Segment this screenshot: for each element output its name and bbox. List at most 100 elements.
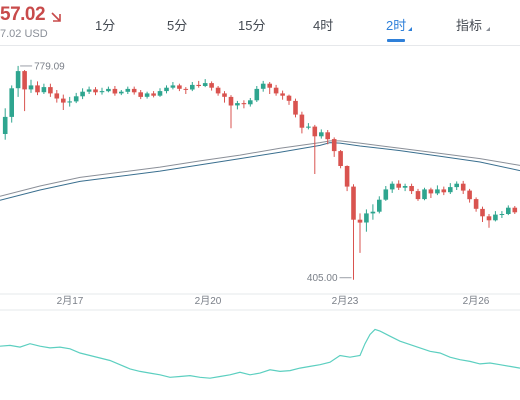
candle-body	[448, 187, 453, 193]
candle-body	[125, 88, 131, 92]
candle-body	[467, 190, 472, 200]
candle-body	[144, 93, 150, 97]
candle-body	[183, 88, 189, 90]
candle-body	[222, 93, 227, 97]
candle-body	[273, 87, 279, 94]
candle-body	[370, 211, 376, 214]
candle-body	[267, 83, 272, 88]
tab-15min[interactable]: 15分	[238, 18, 266, 33]
x-axis-tick-label: 2月26	[463, 295, 490, 307]
current-price: 57.02	[0, 4, 46, 25]
candle-body	[506, 207, 511, 214]
candle-body	[41, 87, 47, 93]
candle-body	[15, 71, 21, 89]
tab-4h[interactable]: 4时	[313, 18, 334, 33]
candle-body	[35, 85, 40, 93]
candle-body	[170, 85, 176, 88]
candle-body	[351, 186, 356, 220]
candle-body	[306, 126, 311, 128]
candle-body	[190, 84, 195, 90]
tab-2h[interactable]: 2时	[386, 18, 407, 33]
candle-body	[409, 186, 414, 192]
candle-body	[396, 183, 401, 188]
high-price-label: 779.09	[34, 61, 65, 72]
dropdown-corner-icon	[408, 27, 412, 31]
candle-body	[441, 189, 447, 193]
tab-5min[interactable]: 5分	[167, 18, 188, 33]
candle-body	[28, 85, 34, 90]
candle-body	[80, 91, 85, 97]
candle-body	[402, 186, 408, 188]
candle-body	[331, 139, 337, 152]
candle-body	[512, 207, 518, 213]
candle-body	[493, 214, 498, 221]
candle-body	[299, 114, 305, 128]
candle-body	[215, 87, 221, 94]
candle-body	[164, 87, 169, 92]
candle-body	[151, 93, 156, 96]
candle-body	[61, 98, 66, 103]
candle-body	[241, 103, 247, 105]
moving-average-fast-line	[0, 140, 520, 197]
candle-body	[377, 199, 382, 212]
candle-body	[248, 100, 253, 105]
candle-body	[286, 95, 292, 101]
candle-body	[54, 93, 60, 99]
candle-body	[157, 91, 163, 96]
candle-body	[480, 208, 485, 217]
candle-body	[435, 189, 440, 194]
candle-body	[22, 71, 27, 90]
candle-body	[131, 88, 137, 93]
candle-body	[48, 87, 53, 94]
price-chart[interactable]: 779.09 405.00 2月17 2月20 2月23 2月26	[0, 46, 520, 400]
candle-body	[228, 96, 234, 106]
candle-body	[422, 189, 427, 200]
candle-body	[486, 216, 492, 221]
candle-body	[499, 214, 505, 215]
candle-body	[254, 88, 260, 101]
candle-body	[389, 183, 395, 190]
candle-body	[383, 189, 389, 200]
candle-body	[344, 166, 350, 187]
candle-body	[67, 101, 72, 103]
indicator-line	[0, 328, 520, 379]
candle-body	[293, 100, 298, 115]
candle-body	[209, 83, 214, 88]
candle-body	[86, 89, 92, 92]
candle-body	[73, 96, 79, 102]
candle-body	[106, 88, 111, 92]
x-axis-tick-label: 2月17	[57, 295, 84, 307]
candle-body	[9, 88, 14, 117]
candle-body	[357, 219, 363, 223]
candle-body	[428, 189, 434, 194]
candle-body	[177, 85, 182, 89]
tab-1min[interactable]: 1分	[95, 18, 116, 33]
candle-body	[112, 88, 118, 94]
candle-body	[338, 151, 343, 166]
candle-body	[202, 83, 208, 86]
candle-body	[93, 89, 98, 93]
candle-body	[99, 91, 105, 93]
candle-body	[364, 213, 369, 223]
moving-average-slow-line	[0, 142, 520, 201]
candle-body	[319, 132, 324, 137]
price-usd: 7.02 USD	[0, 28, 48, 40]
header-divider	[0, 45, 520, 46]
timeframe-tabs: 57.02 7.02 USD 1分 5分 15分 4时 2时 指标	[0, 0, 520, 45]
candle-body	[454, 183, 459, 188]
candles-group	[2, 65, 518, 280]
candle-body	[415, 191, 421, 200]
x-axis-tick-label: 2月23	[332, 295, 359, 307]
candle-body	[119, 91, 124, 94]
candle-body	[312, 126, 318, 137]
candle-body	[138, 92, 143, 97]
tab-indicators[interactable]: 指标	[456, 18, 483, 33]
dropdown-corner-icon	[486, 27, 490, 31]
candle-body	[460, 183, 466, 191]
candle-body	[473, 199, 479, 209]
arrow-down-right-icon	[51, 12, 61, 22]
candle-body	[325, 132, 330, 140]
candle-body	[260, 83, 266, 89]
active-tab-indicator	[387, 39, 405, 42]
